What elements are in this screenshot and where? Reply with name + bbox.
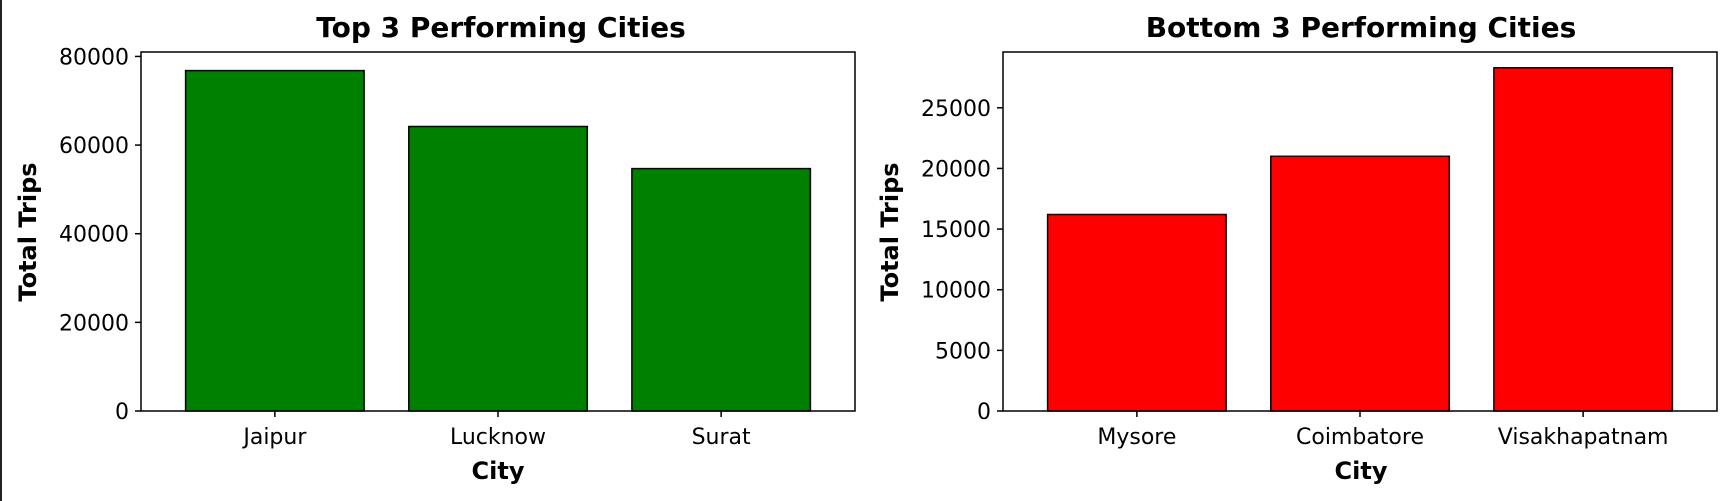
bar-mysore — [1046, 213, 1227, 412]
y-axis-label: Total Trips — [876, 162, 904, 301]
x-tick-label: Lucknow — [450, 425, 546, 450]
bar-visakhapatnam — [1493, 67, 1674, 412]
x-axis-ticks: Jaipur Lucknow Surat — [241, 411, 751, 450]
chart-title: Bottom 3 Performing Cities — [1146, 11, 1577, 44]
x-axis-label: City — [1335, 457, 1388, 485]
chart-panel-top: Top 3 Performing Cities 0 20000 40000 60000… — [14, 11, 856, 485]
y-tick-label: 0 — [115, 400, 129, 425]
chart-title: Top 3 Performing Cities — [316, 11, 685, 44]
y-tick-label: 15000 — [921, 218, 991, 243]
x-tick-label: Jaipur — [241, 425, 307, 450]
x-tick-label: Coimbatore — [1296, 425, 1424, 450]
y-axis-ticks: 0 20000 40000 60000 80000 — [59, 45, 141, 425]
y-tick-label: 20000 — [59, 311, 129, 336]
y-tick-label: 5000 — [935, 339, 991, 364]
x-axis-label: City — [472, 457, 525, 485]
chart-panel-bottom: Bottom 3 Performing Cities 0 5000 10000 150… — [876, 11, 1718, 485]
y-tick-label: 20000 — [921, 157, 991, 182]
y-tick-label: 25000 — [921, 97, 991, 122]
bar-coimbatore — [1270, 155, 1451, 412]
y-axis-ticks: 0 5000 10000 15000 20000 25000 — [921, 97, 1003, 425]
y-tick-label: 60000 — [59, 134, 129, 159]
x-axis-ticks: Mysore Coimbatore Visakhapatnam — [1097, 411, 1668, 450]
figure-left-edge — [0, 0, 2, 501]
bar-group — [184, 69, 812, 412]
bar-jaipur — [184, 69, 365, 412]
y-tick-label: 80000 — [59, 45, 129, 70]
bar-lucknow — [408, 125, 589, 412]
bar-group — [1046, 67, 1674, 412]
y-tick-label: 0 — [977, 400, 991, 425]
y-axis-label: Total Trips — [14, 162, 42, 301]
x-tick-label: Mysore — [1097, 425, 1176, 450]
y-tick-label: 10000 — [921, 279, 991, 304]
y-tick-label: 40000 — [59, 223, 129, 248]
x-tick-label: Surat — [692, 425, 751, 450]
bar-surat — [631, 167, 812, 412]
x-tick-label: Visakhapatnam — [1498, 425, 1669, 450]
